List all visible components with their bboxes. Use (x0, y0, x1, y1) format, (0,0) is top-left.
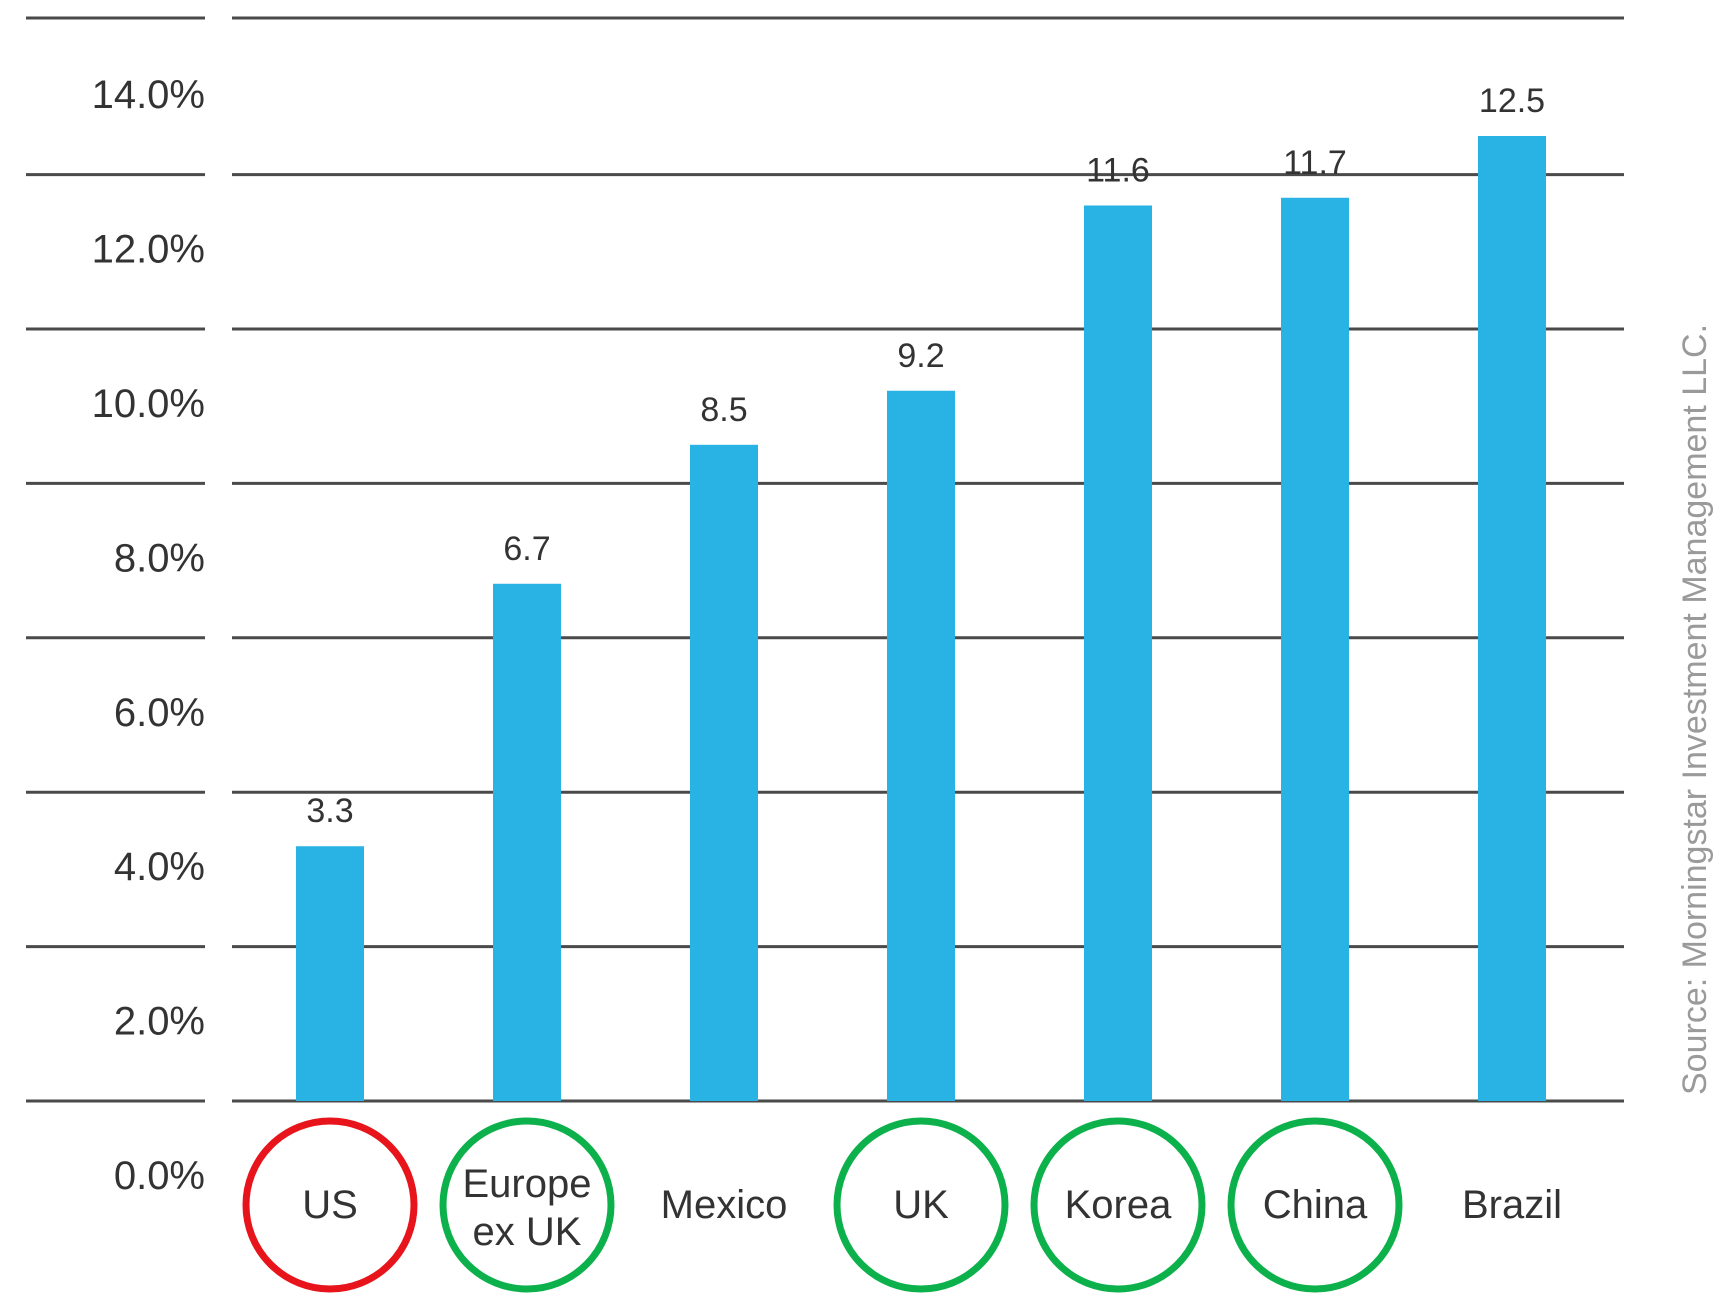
bar-value-label: 9.2 (897, 337, 944, 375)
y-axis-ticks: 0.0% 2.0% 4.0% 6.0% 8.0% 10.0% 12.0% 14.0% (92, 73, 205, 1198)
x-category-label: US (302, 1183, 358, 1227)
bar-value-label: 12.5 (1479, 82, 1545, 120)
bar-value-label: 8.5 (700, 391, 747, 429)
bar-value-label: 11.6 (1086, 151, 1150, 189)
x-category-label: ex UK (473, 1210, 582, 1254)
bar (690, 444, 758, 1101)
y-tick-label: 4.0% (114, 845, 205, 889)
highlight-circle (439, 1117, 615, 1293)
bar (493, 583, 561, 1101)
bar-value-label: 6.7 (503, 530, 550, 568)
y-tick-label: 2.0% (114, 1000, 205, 1044)
bar (1084, 205, 1152, 1102)
gridlines (26, 16, 1624, 1103)
bar-value-label: 3.3 (306, 792, 353, 830)
value-labels: 3.3 6.7 8.5 9.2 11.6 11.7 12.5 (306, 82, 1545, 830)
bars (296, 136, 1546, 1102)
y-tick-label: 12.0% (92, 228, 205, 272)
bar (887, 390, 955, 1101)
x-category-label: Korea (1065, 1183, 1172, 1227)
x-category-label: Europe (463, 1162, 592, 1206)
bar (1478, 136, 1546, 1101)
y-tick-label: 0.0% (114, 1154, 205, 1198)
x-category-label: Mexico (661, 1183, 788, 1227)
highlight-circle (242, 1117, 418, 1293)
y-tick-label: 8.0% (114, 536, 205, 580)
highlight-circles (242, 1117, 1403, 1293)
x-category-label: Brazil (1462, 1183, 1562, 1227)
y-tick-label: 6.0% (114, 691, 205, 735)
y-tick-label: 14.0% (92, 73, 205, 117)
highlight-circle (833, 1117, 1009, 1293)
highlight-circle (1227, 1117, 1403, 1293)
x-category-label: UK (893, 1183, 949, 1227)
bar-value-label: 11.7 (1283, 144, 1347, 182)
x-category-label: China (1263, 1183, 1368, 1227)
bar (296, 846, 364, 1101)
source-note: Source: Morningstar Investment Managemen… (1676, 324, 1714, 1095)
highlight-circle (1030, 1117, 1206, 1293)
y-tick-label: 10.0% (92, 382, 205, 426)
bar (1281, 197, 1349, 1101)
